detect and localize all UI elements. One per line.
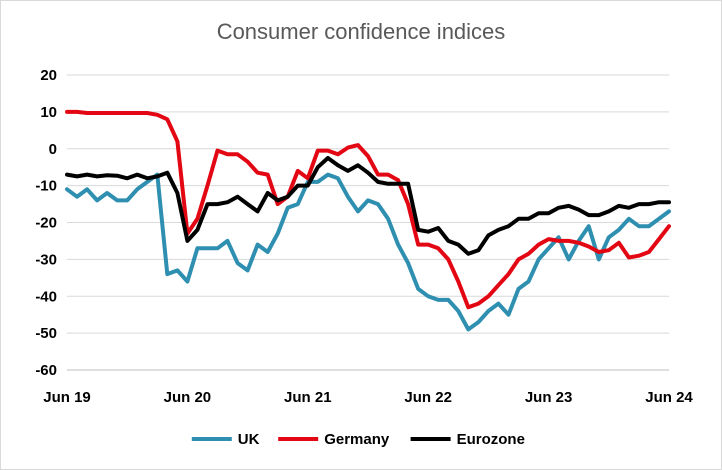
x-tick-label: Jun 23 [525, 389, 573, 406]
x-tick-label: Jun 24 [645, 389, 693, 406]
legend-layer: UK Germany Eurozone [191, 431, 525, 448]
series-line-eurozone [65, 156, 671, 256]
legend-label: Eurozone [457, 431, 525, 448]
y-tick-label: -10 [35, 178, 57, 195]
y-tick-label: -30 [35, 251, 57, 268]
y-tick-label: 20 [40, 67, 57, 84]
x-tick-label: Jun 20 [164, 389, 212, 406]
y-tick-label: -60 [35, 362, 57, 379]
legend-label: UK [238, 431, 260, 448]
legend-item-eurozone: Eurozone [410, 431, 525, 448]
x-tick-label: Jun 19 [43, 389, 91, 406]
x-tick-label: Jun 22 [404, 389, 452, 406]
y-tick-label: -50 [35, 325, 57, 342]
legend-label: Germany [324, 431, 390, 448]
series-line-germany [65, 109, 671, 310]
legend-item-germany: Germany [278, 431, 390, 448]
legend-item-uk: UK [191, 431, 260, 448]
y-tick-label: -40 [35, 288, 57, 305]
y-tick-label: 0 [49, 141, 57, 158]
chart-title: Consumer confidence indices [216, 19, 506, 44]
axis-layer: 20 10 0 -10 -20 -30 -40 -50 -60 Jun 19 Jun 20 Jun 2… [35, 67, 693, 406]
grid-layer [67, 74, 669, 371]
series-line-uk [65, 172, 671, 332]
y-tick-label: -20 [35, 215, 57, 232]
series-layer [65, 109, 671, 332]
y-tick-label: 10 [40, 104, 57, 121]
x-tick-label: Jun 21 [284, 389, 332, 406]
